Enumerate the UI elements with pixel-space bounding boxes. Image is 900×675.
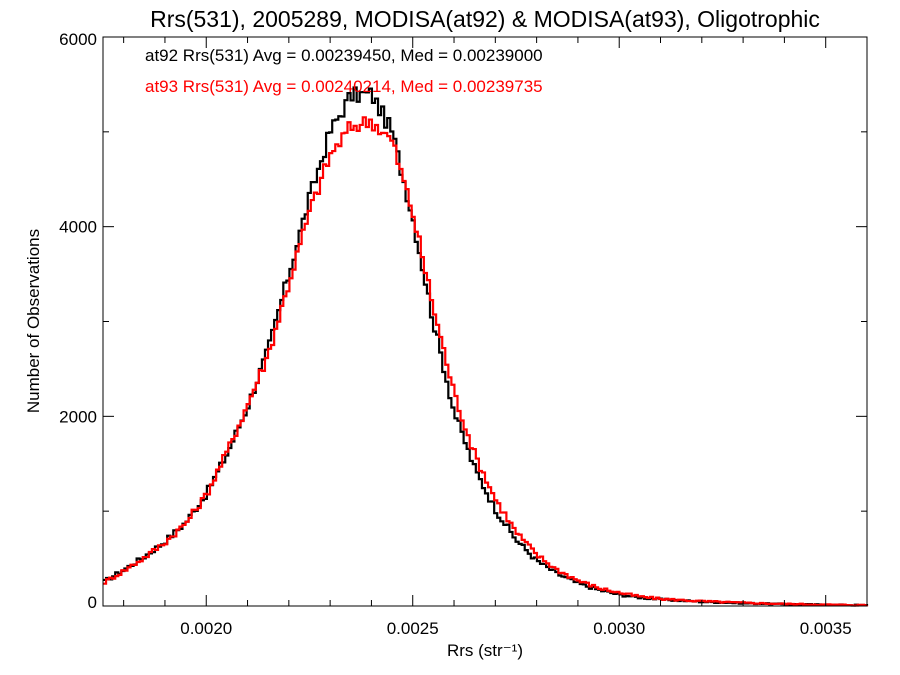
x-axis-label: Rrs (str⁻¹) [447,641,523,660]
legend-entry-at93: at93 Rrs(531) Avg = 0.00240214, Med = 0.… [145,77,543,96]
legend-entry-at92: at92 Rrs(531) Avg = 0.00239450, Med = 0.… [145,46,543,65]
chart-title: Rrs(531), 2005289, MODISA(at92) & MODISA… [150,6,820,32]
series-line-at92 [103,86,869,607]
series-line-at93 [103,116,869,607]
y-axis-label: Number of Observations [24,229,43,413]
axis-ticks: 0.0020 0.0025 0.0030 0.0035 0 2000 4000 6000 [59,30,868,638]
y-tick-label: 2000 [59,407,97,426]
y-tick-label: 4000 [59,218,97,237]
series-lines [103,86,869,607]
x-tick-label: 0.0035 [800,619,852,638]
y-tick-label: 6000 [59,30,97,49]
y-tick-label: 0 [88,593,97,612]
x-tick-label: 0.0020 [180,619,232,638]
x-tick-label: 0.0025 [387,619,439,638]
x-tick-label: 0.0030 [593,619,645,638]
plot-frame [102,36,868,607]
